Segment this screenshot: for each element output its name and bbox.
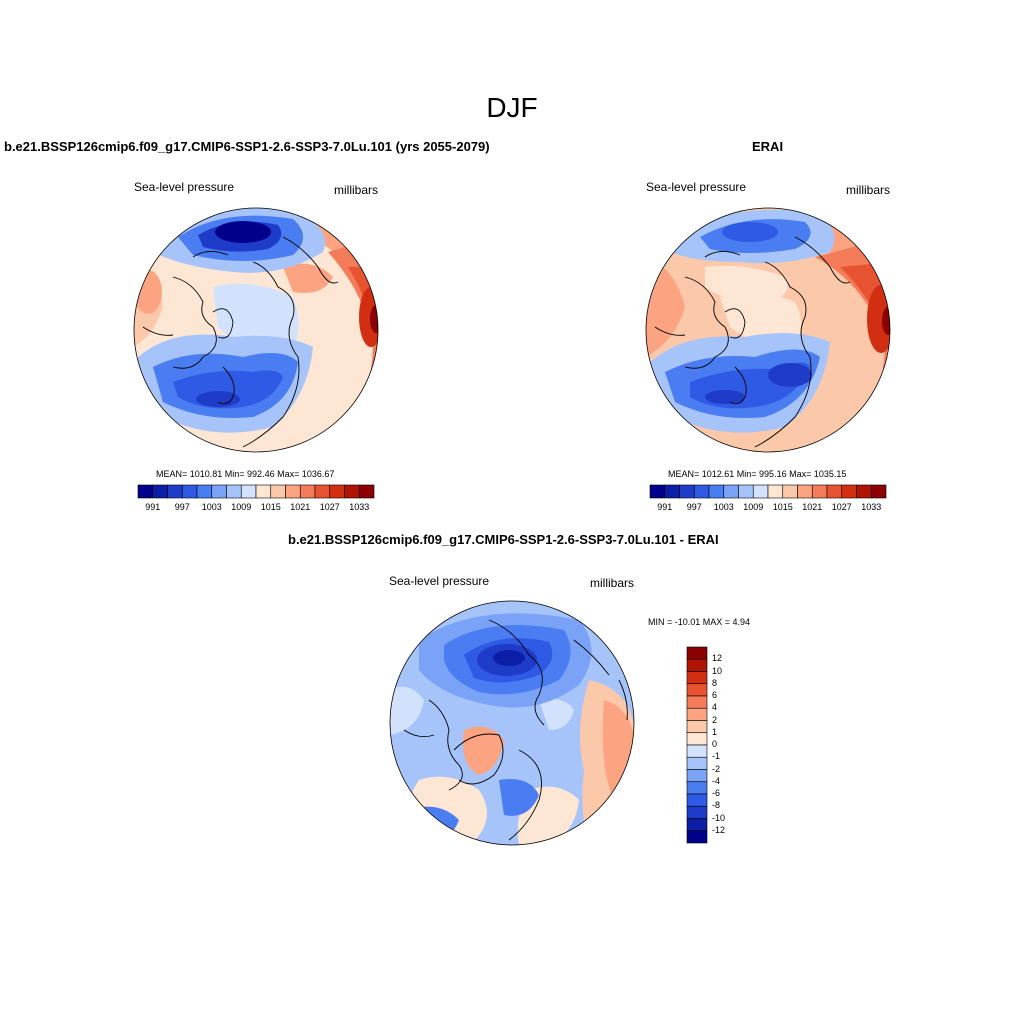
model-colorbar-box bbox=[181, 484, 198, 499]
diff-colorbar-box bbox=[686, 707, 708, 721]
obs-colorbar-tick-label: 991 bbox=[657, 502, 673, 512]
diff-colorbar-tick-label: -12 bbox=[712, 824, 726, 835]
model-colorbar-box bbox=[240, 484, 257, 499]
obs-stats: MEAN= 1012.61 Min= 995.16 Max= 1035.15 bbox=[668, 469, 847, 479]
model-colorbar-tick-label: 1021 bbox=[290, 502, 311, 512]
obs-colorbar-box bbox=[826, 484, 843, 499]
obs-colorbar-box bbox=[870, 484, 887, 499]
obs-colorbar-tick-label: 1021 bbox=[802, 502, 823, 512]
diff-colorbar-box bbox=[686, 744, 708, 758]
obs-colorbar-box bbox=[708, 484, 725, 499]
diff-colorbar bbox=[686, 646, 708, 844]
obs-colorbar-box bbox=[693, 484, 710, 499]
model-polar-map bbox=[133, 207, 379, 453]
model-colorbar-box bbox=[344, 484, 360, 499]
diff-colorbar-box bbox=[686, 781, 708, 795]
model-colorbar-box bbox=[211, 484, 227, 499]
diff-colorbar-box bbox=[686, 658, 708, 672]
obs-left-label: Sea-level pressure bbox=[646, 180, 747, 194]
obs-colorbar-box bbox=[679, 484, 695, 499]
model-colorbar-box bbox=[329, 484, 345, 499]
model-left-label: Sea-level pressure bbox=[134, 180, 235, 194]
diff-colorbar-tick-label: 0 bbox=[712, 739, 718, 749]
diff-colorbar-box bbox=[686, 732, 708, 746]
model-colorbar-box bbox=[285, 484, 301, 499]
diff-colorbar-box bbox=[686, 793, 708, 807]
obs-colorbar-tick-label: 997 bbox=[686, 502, 702, 512]
figure-title: DJF bbox=[486, 92, 538, 123]
diff-colorbar-tick-label: 1 bbox=[712, 726, 718, 737]
model-colorbar-tick-label: 1009 bbox=[231, 502, 252, 512]
obs-colorbar-box bbox=[738, 484, 754, 499]
model-colorbar-tick-label: 1027 bbox=[319, 502, 340, 512]
obs-colorbar bbox=[649, 484, 887, 499]
obs-colorbar-tick-label: 1033 bbox=[861, 502, 882, 512]
diff-colorbar-box bbox=[686, 683, 708, 697]
diff-colorbar-tick-label: -2 bbox=[712, 763, 721, 774]
model-stats: MEAN= 1010.81 Min= 992.46 Max= 1036.67 bbox=[156, 469, 335, 479]
diff-colorbar-tick-label: -10 bbox=[712, 812, 726, 823]
diff-colorbar-box bbox=[686, 769, 708, 783]
obs-colorbar-box bbox=[664, 484, 680, 499]
obs-colorbar-tick-label: 1027 bbox=[831, 502, 852, 512]
model-colorbar-box bbox=[358, 484, 375, 499]
diff-colorbar-tick-label: 8 bbox=[712, 677, 718, 688]
diff-left-label: Sea-level pressure bbox=[389, 574, 490, 588]
obs-panel-title: ERAI bbox=[752, 139, 784, 154]
obs-colorbar-tick-label: 1003 bbox=[713, 502, 734, 512]
model-colorbar-box bbox=[299, 484, 316, 499]
obs-units-label: millibars bbox=[846, 183, 891, 197]
diff-colorbar-tick-label: -1 bbox=[712, 751, 721, 762]
diff-polar-map bbox=[389, 600, 635, 846]
model-colorbar-tick-label: 997 bbox=[174, 502, 190, 512]
model-panel-title: b.e21.BSSP126cmip6.f09_g17.CMIP6-SSP1-2.… bbox=[4, 139, 490, 154]
obs-colorbar-box bbox=[797, 484, 813, 499]
model-colorbar-tick-label: 1033 bbox=[349, 502, 370, 512]
model-colorbar-box bbox=[270, 484, 286, 499]
diff-stats: MIN = -10.01 MAX = 4.94 bbox=[648, 617, 751, 627]
diff-colorbar-tick-label: -4 bbox=[712, 775, 721, 786]
model-colorbar-box bbox=[255, 484, 272, 499]
obs-colorbar-tick-label: 1009 bbox=[743, 502, 764, 512]
model-colorbar-tick-label: 991 bbox=[145, 502, 161, 512]
model-colorbar-box bbox=[137, 484, 154, 499]
model-colorbar-tick-label: 1015 bbox=[260, 502, 281, 512]
obs-colorbar-box bbox=[752, 484, 769, 499]
diff-colorbar-box bbox=[686, 671, 708, 685]
obs-polar-map bbox=[645, 207, 891, 453]
model-colorbar-box bbox=[152, 484, 168, 499]
diff-colorbar-tick-label: -6 bbox=[712, 788, 721, 798]
model-colorbar-box bbox=[314, 484, 331, 499]
obs-colorbar-box bbox=[841, 484, 857, 499]
diff-colorbar-box bbox=[686, 695, 708, 709]
diff-colorbar-box bbox=[686, 818, 708, 832]
model-colorbar-tick-label: 1003 bbox=[201, 502, 222, 512]
obs-colorbar-box bbox=[811, 484, 828, 499]
diff-units-label: millibars bbox=[590, 576, 635, 590]
diff-colorbar-box bbox=[686, 756, 708, 770]
diff-colorbar-tick-label: 2 bbox=[712, 714, 718, 725]
diff-panel-title: b.e21.BSSP126cmip6.f09_g17.CMIP6-SSP1-2.… bbox=[288, 532, 719, 547]
diff-colorbar-box bbox=[686, 720, 708, 734]
obs-colorbar-box bbox=[767, 484, 784, 499]
diff-colorbar-box bbox=[686, 830, 708, 844]
model-units-label: millibars bbox=[334, 183, 379, 197]
obs-colorbar-box bbox=[723, 484, 739, 499]
diff-colorbar-box bbox=[686, 805, 708, 819]
obs-colorbar-box bbox=[856, 484, 872, 499]
model-colorbar-box bbox=[196, 484, 213, 499]
obs-colorbar-box bbox=[649, 484, 666, 499]
obs-colorbar-box bbox=[782, 484, 798, 499]
model-colorbar-box bbox=[167, 484, 183, 499]
model-colorbar-box bbox=[226, 484, 242, 499]
diff-colorbar-tick-label: 6 bbox=[712, 690, 718, 700]
diff-colorbar-tick-label: -8 bbox=[712, 800, 721, 811]
diff-colorbar-tick-label: 12 bbox=[712, 653, 723, 664]
diff-colorbar-tick-label: 10 bbox=[712, 665, 723, 676]
diff-colorbar-tick-label: 4 bbox=[712, 702, 718, 713]
diff-colorbar-box bbox=[686, 646, 708, 660]
obs-colorbar-tick-label: 1015 bbox=[772, 502, 793, 512]
model-colorbar bbox=[137, 484, 375, 499]
